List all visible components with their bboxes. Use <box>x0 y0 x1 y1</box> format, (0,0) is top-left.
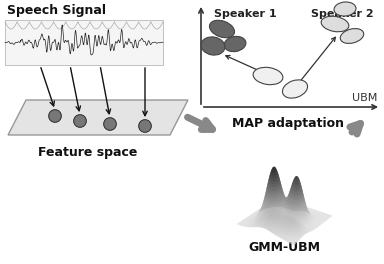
Text: Speaker 1: Speaker 1 <box>214 9 276 19</box>
Circle shape <box>49 110 61 122</box>
Text: UBM: UBM <box>352 93 377 103</box>
Text: Feature space: Feature space <box>38 146 138 159</box>
Circle shape <box>104 118 116 130</box>
Text: Speaker 2: Speaker 2 <box>311 9 374 19</box>
Ellipse shape <box>340 29 364 44</box>
Ellipse shape <box>201 37 225 55</box>
Ellipse shape <box>210 20 235 38</box>
Circle shape <box>139 120 151 132</box>
Text: MAP adaptation: MAP adaptation <box>232 117 344 130</box>
Circle shape <box>74 115 86 127</box>
Bar <box>196 7 379 115</box>
Bar <box>5 20 163 65</box>
Polygon shape <box>8 100 188 135</box>
Ellipse shape <box>321 16 349 32</box>
Text: Speech Signal: Speech Signal <box>7 4 106 17</box>
Ellipse shape <box>224 36 246 52</box>
Text: GMM-UBM: GMM-UBM <box>248 241 320 254</box>
Ellipse shape <box>283 80 308 98</box>
Ellipse shape <box>334 2 356 16</box>
Ellipse shape <box>253 67 283 85</box>
